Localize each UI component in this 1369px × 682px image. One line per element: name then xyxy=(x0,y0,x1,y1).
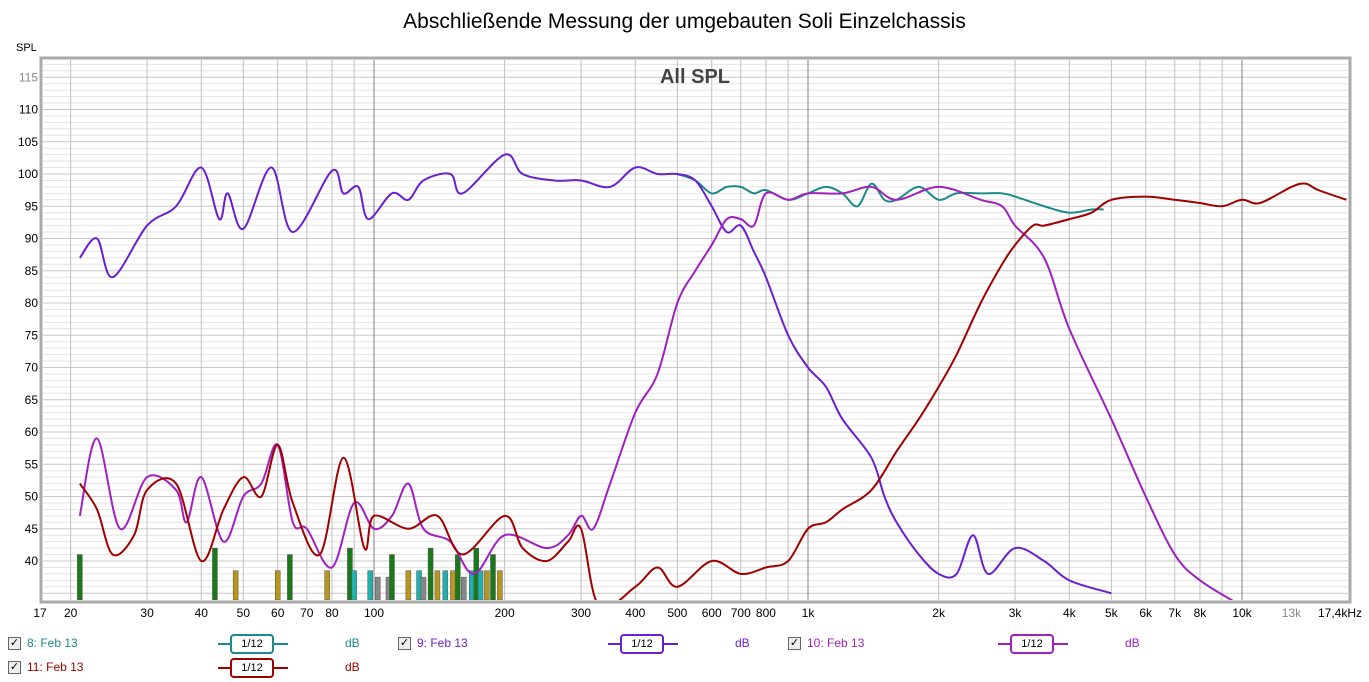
x-tick-label: 300 xyxy=(571,606,591,620)
y-tick-label: 85 xyxy=(25,264,39,278)
visibility-checkbox[interactable]: ✓ xyxy=(8,660,21,674)
distortion-bar xyxy=(484,570,490,600)
distortion-bar xyxy=(427,547,434,600)
x-tick-label: 500 xyxy=(667,606,687,620)
x-tick-label: 20 xyxy=(64,606,78,620)
y-tick-label: 95 xyxy=(25,199,39,213)
distortion-bar xyxy=(351,570,357,600)
legend-label: 8: Feb 13 xyxy=(27,636,78,650)
unit-label: dB xyxy=(735,636,750,650)
unit-label: dB xyxy=(345,636,360,650)
distortion-bar xyxy=(490,554,496,600)
plot-frame xyxy=(39,56,1352,604)
distortion-bar xyxy=(287,554,293,600)
distortion-bar xyxy=(212,547,218,600)
smoothing-button[interactable]: 1/12 xyxy=(620,634,664,654)
y-tick-label: 55 xyxy=(25,457,39,471)
y-tick-label: 40 xyxy=(25,554,39,568)
y-tick-label: 75 xyxy=(25,328,39,342)
series-line-8 xyxy=(677,173,1104,214)
chart-title: Abschließende Messung der umgebauten Sol… xyxy=(403,10,966,33)
x-tick-label: 6k xyxy=(1139,606,1153,620)
y-tick-label: 115 xyxy=(19,70,38,84)
x-tick-label: 13k xyxy=(1282,606,1302,620)
x-tick-label: 600 xyxy=(702,606,722,620)
distortion-bar xyxy=(497,570,503,600)
x-tick-label: 50 xyxy=(237,606,251,620)
unit-label: dB xyxy=(1125,636,1140,650)
x-tick-label: 8k xyxy=(1194,606,1208,620)
distortion-bar xyxy=(405,570,412,600)
distortion-bar xyxy=(232,570,239,600)
distortion-bar xyxy=(461,576,467,600)
x-tick-label: 40 xyxy=(195,606,209,620)
x-tick-label: 10k xyxy=(1232,606,1252,620)
y-tick-label: 65 xyxy=(25,393,39,407)
distortion-bar xyxy=(374,576,381,600)
x-tick-label: 400 xyxy=(625,606,645,620)
smoothing-button[interactable]: 1/12 xyxy=(1010,634,1054,654)
legend-label: 11: Feb 13 xyxy=(27,660,84,674)
x-tick-label: 800 xyxy=(756,606,776,620)
visibility-checkbox[interactable]: ✓ xyxy=(8,636,21,650)
x-tick-label: 60 xyxy=(271,606,285,620)
distortion-bar xyxy=(420,576,427,600)
distortion-bar xyxy=(77,554,83,600)
distortion-bar xyxy=(450,570,456,600)
legend-label: 10: Feb 13 xyxy=(807,636,865,650)
legend-item: ✓ 11: Feb 13 xyxy=(8,660,83,674)
distortion-bar xyxy=(367,570,373,600)
x-tick-label: 17 xyxy=(33,606,47,620)
series-line-10 xyxy=(78,185,1234,600)
distortion-bar xyxy=(389,554,395,600)
x-tick-label: 5k xyxy=(1105,606,1119,620)
distortion-bar xyxy=(324,570,330,600)
legend-item: ✓ 10: Feb 13 xyxy=(788,636,864,650)
x-tick-label: 2k xyxy=(932,606,946,620)
y-tick-label: 70 xyxy=(25,361,39,375)
x-tick-label: 4k xyxy=(1063,606,1077,620)
y-tick-label: 90 xyxy=(25,232,39,246)
plot-content xyxy=(77,153,1347,600)
x-tick-label: 30 xyxy=(140,606,154,620)
y-tick-label: 80 xyxy=(25,296,39,310)
legend-item: ✓ 8: Feb 13 xyxy=(8,636,78,650)
y-tick-label: 45 xyxy=(25,522,39,536)
distortion-bar xyxy=(442,570,449,600)
smoothing-button[interactable]: 1/12 xyxy=(230,658,274,678)
x-tick-label: 70 xyxy=(300,606,314,620)
distortion-bar xyxy=(274,570,281,600)
x-tick-label: 80 xyxy=(325,606,339,620)
x-tick-label: 200 xyxy=(495,606,515,620)
y-tick-label: 110 xyxy=(19,103,38,117)
distortion-bar xyxy=(477,570,484,600)
x-tick-label: 100 xyxy=(364,606,384,620)
distortion-bar xyxy=(455,554,461,600)
x-tick-label: 700 xyxy=(731,606,751,620)
visibility-checkbox[interactable]: ✓ xyxy=(398,636,411,650)
y-tick-label: 100 xyxy=(18,167,38,181)
y-tick-label: 105 xyxy=(18,135,38,149)
y-tick-label: 60 xyxy=(25,425,39,439)
legend-item: ✓ 9: Feb 13 xyxy=(398,636,468,650)
visibility-checkbox[interactable]: ✓ xyxy=(788,636,801,650)
x-tick-label: 3k xyxy=(1009,606,1023,620)
smoothing-button[interactable]: 1/12 xyxy=(230,634,274,654)
x-tick-label: 7k xyxy=(1168,606,1182,620)
y-axis-label: SPL xyxy=(16,42,37,54)
distortion-bar xyxy=(434,570,441,600)
x-tick-label: 17,4kHz xyxy=(1318,606,1362,620)
unit-label: dB xyxy=(345,660,360,674)
series-line-11 xyxy=(79,182,1347,600)
overlay-title: All SPL xyxy=(660,66,730,88)
series-line-9 xyxy=(79,153,1112,595)
y-tick-label: 50 xyxy=(25,490,39,504)
legend-label: 9: Feb 13 xyxy=(417,636,468,650)
x-tick-label: 1k xyxy=(802,606,816,620)
